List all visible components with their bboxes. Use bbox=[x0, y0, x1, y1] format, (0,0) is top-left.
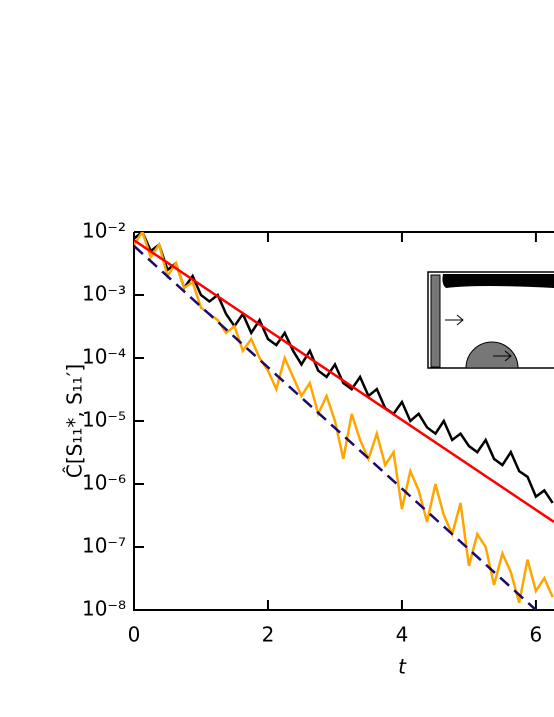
x-tick-label: 0 bbox=[128, 623, 141, 647]
y-tick-label: 10⁻⁵ bbox=[82, 408, 126, 432]
data-line bbox=[134, 239, 554, 523]
data-line bbox=[134, 232, 554, 604]
inset-arrow bbox=[493, 350, 512, 362]
y-tick-label: 10⁻⁶ bbox=[82, 471, 126, 495]
inset-wall bbox=[430, 274, 441, 368]
data-line bbox=[134, 232, 554, 504]
inset-diagram bbox=[427, 271, 554, 369]
x-tick-label: 6 bbox=[530, 623, 543, 647]
inset-arrow bbox=[445, 314, 464, 326]
y-tick-label: 10⁻⁷ bbox=[82, 534, 126, 558]
y-tick-label: 10⁻³ bbox=[82, 282, 126, 306]
y-tick-label: 10⁻⁸ bbox=[82, 597, 126, 621]
y-tick-label: 10⁻² bbox=[82, 219, 126, 243]
x-tick-label: 4 bbox=[396, 623, 409, 647]
x-tick-label: 2 bbox=[262, 623, 275, 647]
inset-top-layer bbox=[442, 274, 554, 288]
y-tick-label: 10⁻⁴ bbox=[82, 345, 126, 369]
y-axis-label: Ĉ[S₁₁*, S₁₁′] bbox=[63, 364, 87, 478]
inset-bump bbox=[465, 341, 519, 369]
plot-area bbox=[134, 232, 554, 610]
x-axis-label: t bbox=[398, 655, 407, 679]
